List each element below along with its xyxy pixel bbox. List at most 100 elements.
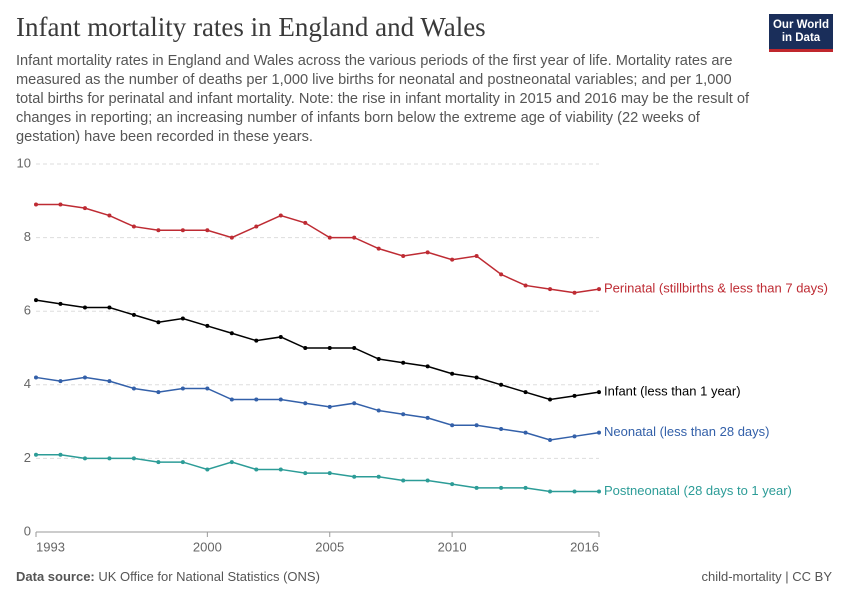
point (303, 220, 308, 225)
point (425, 364, 430, 369)
point (180, 460, 185, 465)
series-line (35, 299, 600, 401)
point (352, 474, 357, 479)
point (327, 346, 332, 350)
series-line (35, 376, 600, 441)
point (229, 397, 234, 402)
point (205, 467, 210, 472)
point (278, 467, 283, 472)
x-tick-label: 2005 (315, 539, 344, 554)
logo-line: in Data (781, 32, 821, 44)
point (180, 316, 185, 321)
x-tick-label: 2000 (193, 539, 222, 554)
chart-subtitle: Infant mortality rates in England and Wa… (16, 53, 750, 145)
point (572, 290, 577, 295)
y-tick-label: 0 (24, 523, 31, 538)
point (131, 224, 136, 229)
series-line (36, 203, 600, 294)
point (572, 393, 577, 398)
x-tick-label: 1993 (36, 539, 65, 554)
point (376, 408, 381, 413)
point (327, 404, 332, 409)
point (58, 202, 63, 207)
point (572, 489, 577, 494)
x-tick-label: 2016 (570, 539, 599, 554)
point (131, 386, 136, 391)
point (205, 386, 210, 391)
point (58, 301, 63, 306)
point (229, 460, 234, 465)
point (499, 485, 504, 490)
y-tick-label: 8 (24, 229, 31, 244)
point (548, 397, 553, 402)
point (156, 390, 161, 395)
point (58, 379, 63, 384)
point (254, 397, 259, 402)
source-label: Data source: (16, 569, 95, 584)
point (156, 228, 161, 233)
point (376, 246, 381, 251)
logo-line: Our World (772, 19, 829, 31)
footer-source: Data source: UK Office for National Stat… (16, 569, 320, 584)
point (352, 235, 357, 240)
point (254, 467, 259, 472)
point (548, 438, 553, 442)
point (303, 471, 308, 476)
point (401, 360, 406, 365)
point (523, 430, 528, 435)
point (82, 375, 87, 380)
point (474, 254, 479, 258)
point (107, 456, 112, 461)
point (180, 228, 185, 233)
point (352, 346, 357, 350)
point (107, 379, 112, 384)
logo[interactable]: Our World in Data (769, 14, 833, 52)
point (474, 375, 479, 380)
point (278, 213, 283, 218)
point (548, 489, 553, 494)
point (254, 224, 259, 229)
point (523, 283, 528, 288)
x-tick-label: 2010 (438, 539, 467, 554)
point (278, 334, 283, 339)
point (425, 250, 430, 255)
point (376, 357, 381, 362)
series-label: Infant (less than 1 year) (604, 384, 741, 399)
point (597, 489, 601, 494)
point (107, 213, 112, 218)
point (156, 320, 161, 325)
point (82, 305, 87, 310)
point (499, 426, 504, 431)
point (229, 331, 234, 336)
point (499, 272, 504, 277)
point (34, 375, 38, 380)
point (180, 386, 185, 391)
chart-title: Infant mortality rates in England and Wa… (16, 12, 486, 42)
footer-license: child-mortality | CC BY (701, 569, 832, 584)
point (548, 287, 553, 292)
point (156, 460, 161, 465)
point (278, 397, 283, 402)
point (34, 298, 38, 303)
point (205, 323, 210, 328)
series-line (36, 453, 599, 493)
point (376, 474, 381, 479)
point (450, 423, 455, 428)
point (425, 415, 430, 420)
point (401, 254, 406, 258)
point (401, 478, 406, 483)
point (205, 228, 210, 233)
point (474, 485, 479, 490)
series-label: Postneonatal (28 days to 1 year) (604, 483, 792, 498)
y-tick-label: 2 (24, 450, 31, 465)
y-tick-label: 6 (24, 303, 31, 318)
point (131, 456, 136, 461)
point (597, 287, 601, 292)
point (34, 202, 38, 207)
y-tick-label: 10 (17, 155, 31, 170)
series-label: Neonatal (less than 28 days) (604, 424, 769, 439)
y-tick-label: 4 (24, 376, 31, 391)
point (499, 382, 504, 387)
point (450, 482, 455, 487)
point (450, 371, 455, 376)
